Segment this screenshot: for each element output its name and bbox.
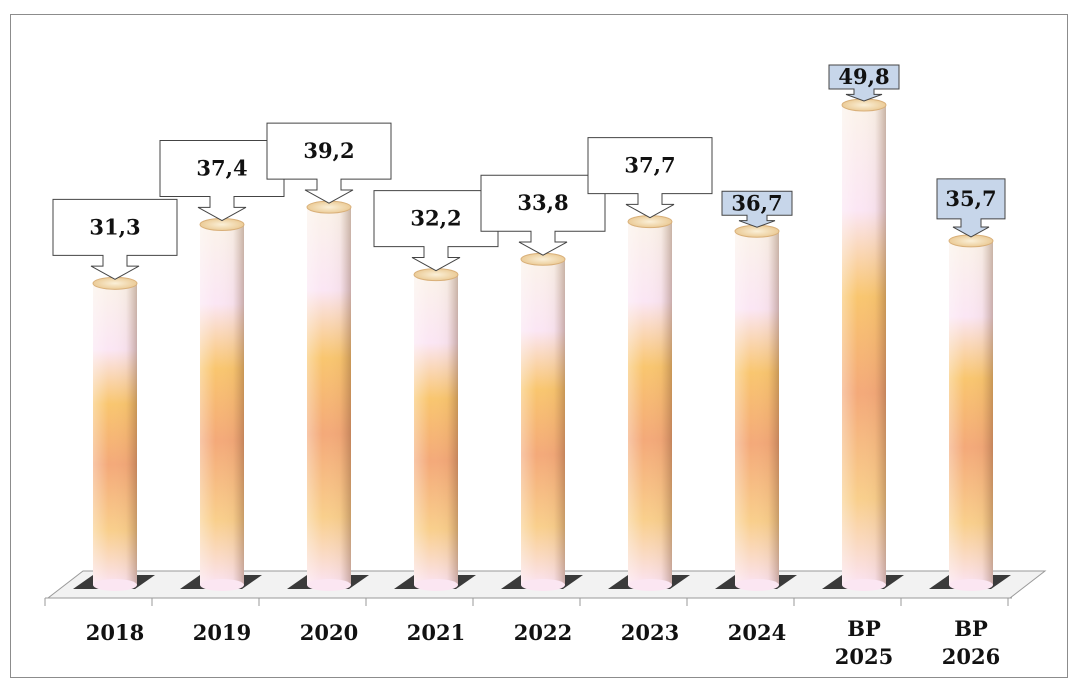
value-callout: 37,7: [587, 137, 713, 219]
callout-box: [52, 198, 178, 280]
x-tick-label: 2026: [942, 644, 1000, 669]
value-callout: 49,8: [828, 64, 900, 102]
bar-shading: [200, 224, 244, 585]
x-tick-label: BP: [954, 616, 988, 641]
callout-box: [828, 64, 900, 102]
bar-shading: [521, 259, 565, 585]
x-tick-label: BP: [847, 616, 881, 641]
bar: [180, 218, 262, 591]
x-tick-label: 2019: [193, 620, 251, 645]
value-label: 33,8: [517, 190, 568, 215]
bar: [73, 276, 155, 591]
x-tick-label: 2018: [86, 620, 144, 645]
bar-shading: [93, 283, 137, 585]
value-callout: 39,2: [266, 122, 392, 204]
bar-shading: [414, 274, 458, 585]
bar-shading: [735, 231, 779, 585]
value-callout: 31,3: [52, 198, 178, 280]
bar-shading: [842, 105, 886, 585]
bars: [73, 98, 1011, 591]
value-callout: 36,7: [721, 190, 793, 228]
x-tick-label: 2025: [835, 644, 893, 669]
value-callout: 32,2: [373, 190, 499, 272]
bar-shading: [628, 221, 672, 585]
value-label: 36,7: [731, 190, 782, 215]
bar: [715, 224, 797, 591]
value-callout: 33,8: [480, 174, 606, 256]
callout-box: [480, 174, 606, 256]
x-axis: 2018 2019 2020 2021 2022 2023 2024 BP 2025 BP 2026: [86, 616, 1000, 669]
value-callout: 37,4: [159, 140, 285, 222]
bar-base: [842, 579, 886, 591]
value-label: 49,8: [838, 64, 889, 89]
x-tick-label: 2020: [300, 620, 358, 645]
value-label: 37,4: [196, 156, 247, 181]
bar-shading: [949, 240, 993, 585]
value-label: 35,7: [945, 186, 996, 211]
value-label: 31,3: [89, 214, 140, 239]
callout-box: [373, 190, 499, 272]
bar-shading: [307, 207, 351, 585]
callout-box: [587, 137, 713, 219]
bar: [929, 234, 1011, 591]
bar: [501, 252, 583, 591]
bar-base: [521, 579, 565, 591]
value-label: 37,7: [624, 153, 675, 178]
bar-base: [307, 579, 351, 591]
x-tick-label: 2023: [621, 620, 679, 645]
bar-base: [628, 579, 672, 591]
value-label: 32,2: [410, 206, 461, 231]
bar: [287, 200, 369, 591]
bar: [394, 268, 476, 591]
x-tick-label: 2024: [728, 620, 786, 645]
x-tick-label: 2021: [407, 620, 465, 645]
bar-base: [735, 579, 779, 591]
callout-box: [266, 122, 392, 204]
bar-base: [949, 579, 993, 591]
bar: [608, 215, 690, 591]
bar-base: [200, 579, 244, 591]
x-tick-label: 2022: [514, 620, 572, 645]
bar-base: [93, 579, 137, 591]
bar: [822, 98, 904, 591]
bar-base: [414, 579, 458, 591]
value-labels: 31,3 37,4 39,2 32,2 33,8 37,7 36,7 49,8 35,7: [52, 64, 1006, 280]
callout-box: [936, 178, 1006, 238]
value-label: 39,2: [303, 138, 354, 163]
value-callout: 35,7: [936, 178, 1006, 238]
callout-box: [721, 190, 793, 228]
callout-box: [159, 140, 285, 222]
